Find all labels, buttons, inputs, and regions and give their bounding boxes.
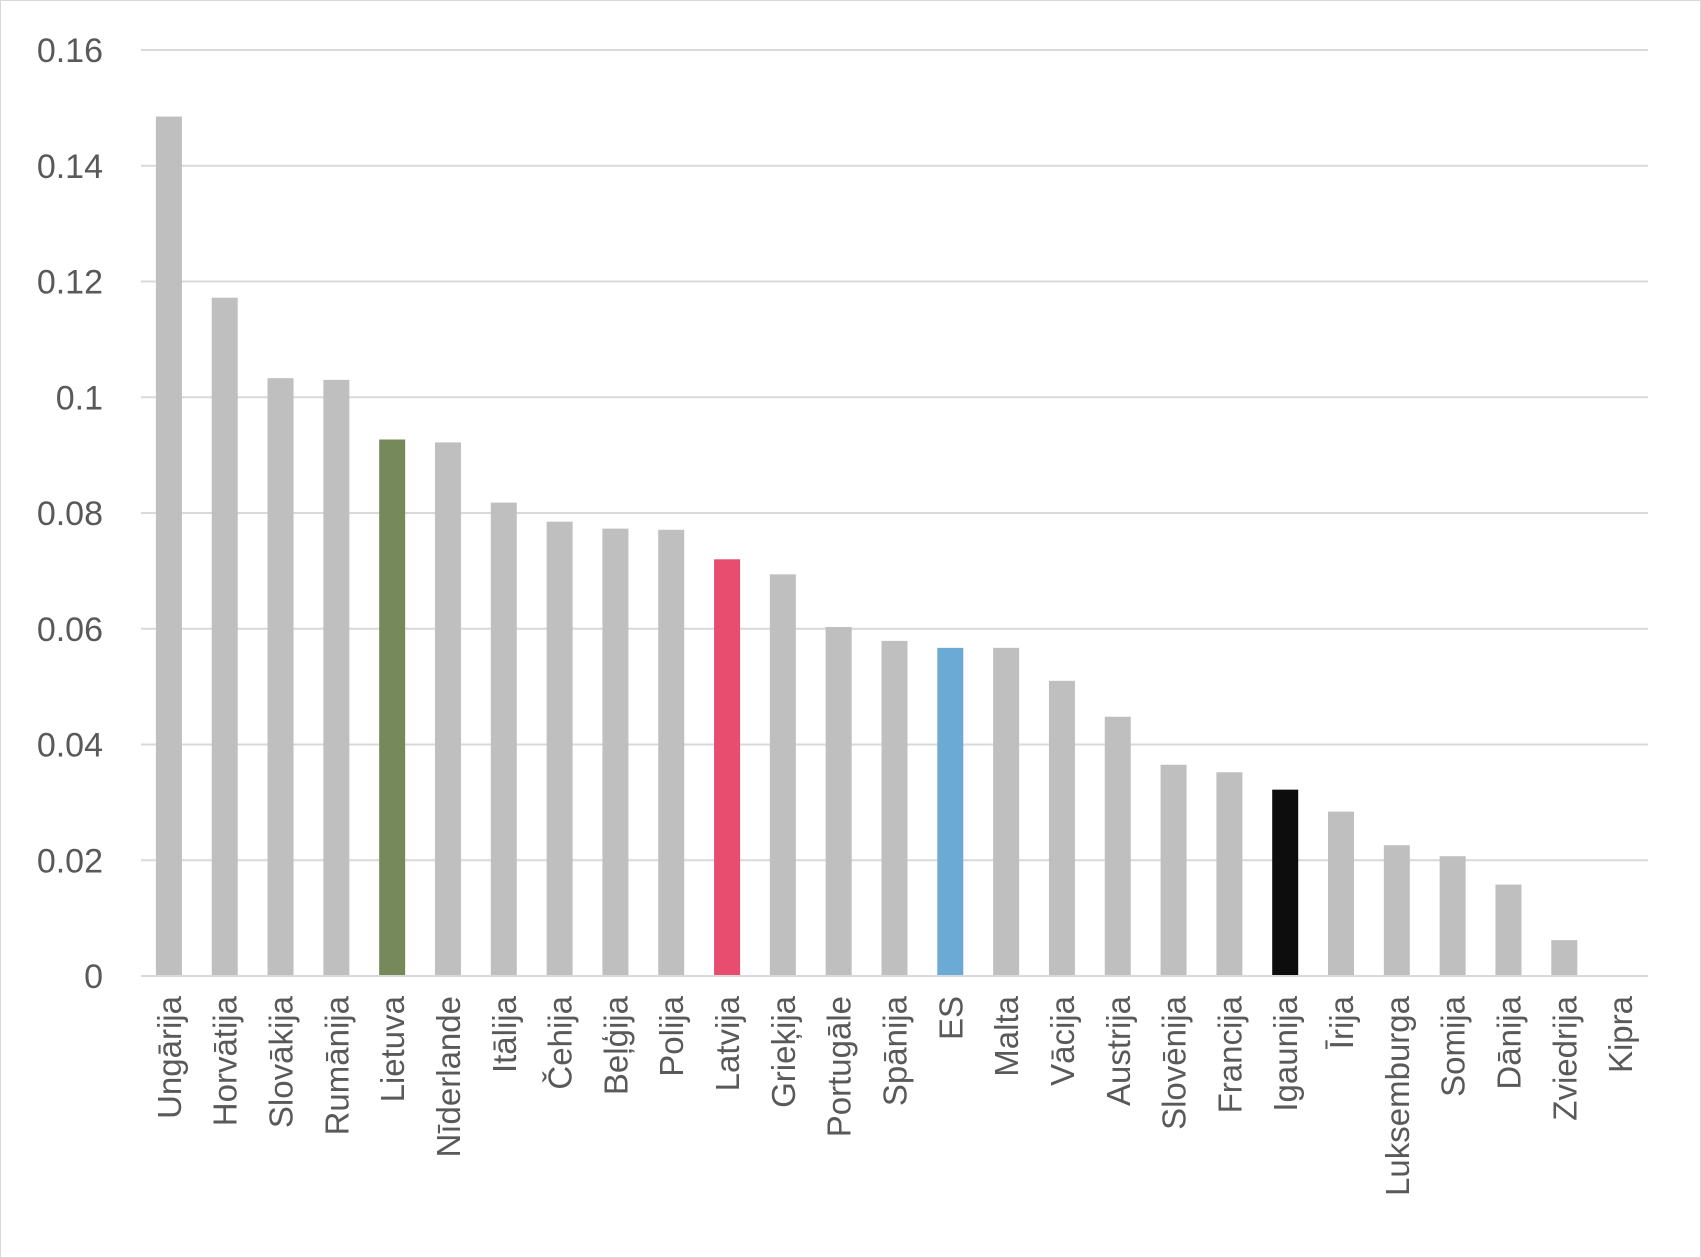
bar bbox=[546, 521, 573, 976]
x-category-label: Portugāle bbox=[821, 996, 858, 1137]
x-category-label: Rumānija bbox=[318, 995, 355, 1135]
y-tick-label: 0.14 bbox=[37, 148, 103, 186]
bar bbox=[379, 439, 406, 976]
x-category-label: Igaunija bbox=[1267, 995, 1304, 1111]
x-category-label: Ungārija bbox=[151, 995, 188, 1119]
y-tick-label: 0.04 bbox=[37, 727, 103, 765]
y-tick-label: 0 bbox=[84, 958, 103, 996]
x-category-label: Slovākija bbox=[263, 995, 300, 1128]
bar bbox=[434, 442, 461, 977]
x-category-label: Grieķija bbox=[765, 995, 802, 1108]
x-category-label: Čehija bbox=[542, 995, 579, 1089]
y-tick-label: 0.08 bbox=[37, 495, 103, 533]
x-category-label: Itālija bbox=[486, 995, 523, 1073]
y-tick-label: 0.06 bbox=[37, 611, 103, 649]
y-tick-label: 0.16 bbox=[37, 32, 103, 70]
bar bbox=[714, 559, 741, 976]
bar bbox=[881, 640, 908, 976]
x-category-label: Horvātija bbox=[207, 995, 244, 1126]
x-category-label: Somija bbox=[1435, 995, 1472, 1097]
x-category-label: Īrija bbox=[1323, 995, 1360, 1049]
bar bbox=[1048, 680, 1075, 976]
x-category-label: Nīderlande bbox=[430, 996, 467, 1157]
bar bbox=[490, 502, 517, 976]
x-category-label: Kipra bbox=[1602, 995, 1639, 1073]
bar bbox=[769, 574, 796, 976]
bar bbox=[825, 627, 852, 976]
bar bbox=[267, 378, 294, 976]
bar bbox=[1160, 764, 1187, 976]
x-category-label: Slovēnija bbox=[1156, 995, 1193, 1130]
x-axis-category-labels: Ungārija Horvātija Slovākija Rumānija Lietuv… bbox=[151, 995, 1639, 1196]
bar bbox=[155, 116, 182, 976]
x-category-label: Latvija bbox=[709, 995, 746, 1091]
x-category-label: Dānija bbox=[1490, 995, 1527, 1089]
y-axis-tick-labels: 0 0.02 0.04 0.06 0.08 0.1 0.12 0.14 0.16 bbox=[37, 32, 103, 996]
x-category-label: Francija bbox=[1211, 995, 1248, 1113]
bar bbox=[1104, 716, 1131, 976]
x-category-label: Beļģija bbox=[597, 995, 634, 1095]
bar bbox=[211, 297, 238, 977]
bar bbox=[937, 647, 964, 976]
bar bbox=[1495, 884, 1522, 976]
x-category-label: ES bbox=[932, 996, 969, 1040]
x-category-label: Vācija bbox=[1044, 995, 1081, 1086]
y-tick-label: 0.1 bbox=[56, 379, 103, 417]
bar bbox=[1216, 772, 1243, 976]
x-category-label: Austrija bbox=[1100, 995, 1137, 1106]
x-category-label: Lietuva bbox=[374, 995, 411, 1102]
x-category-label: Luksemburga bbox=[1379, 995, 1416, 1196]
bar bbox=[993, 647, 1020, 976]
y-tick-label: 0.02 bbox=[37, 842, 103, 880]
bar bbox=[1272, 789, 1299, 976]
bar bbox=[1551, 940, 1578, 976]
bar bbox=[1383, 845, 1410, 976]
x-category-label: Malta bbox=[988, 995, 1025, 1076]
y-tick-label: 0.12 bbox=[37, 264, 103, 302]
x-category-label: Zviedrija bbox=[1546, 995, 1583, 1120]
x-category-label: Polija bbox=[653, 995, 690, 1076]
bar bbox=[658, 529, 685, 976]
bar bbox=[602, 528, 629, 976]
x-category-label: Spānija bbox=[877, 995, 914, 1106]
bar bbox=[1328, 811, 1355, 976]
bar bbox=[323, 379, 350, 976]
bars bbox=[155, 116, 1578, 977]
bar bbox=[1439, 856, 1466, 976]
